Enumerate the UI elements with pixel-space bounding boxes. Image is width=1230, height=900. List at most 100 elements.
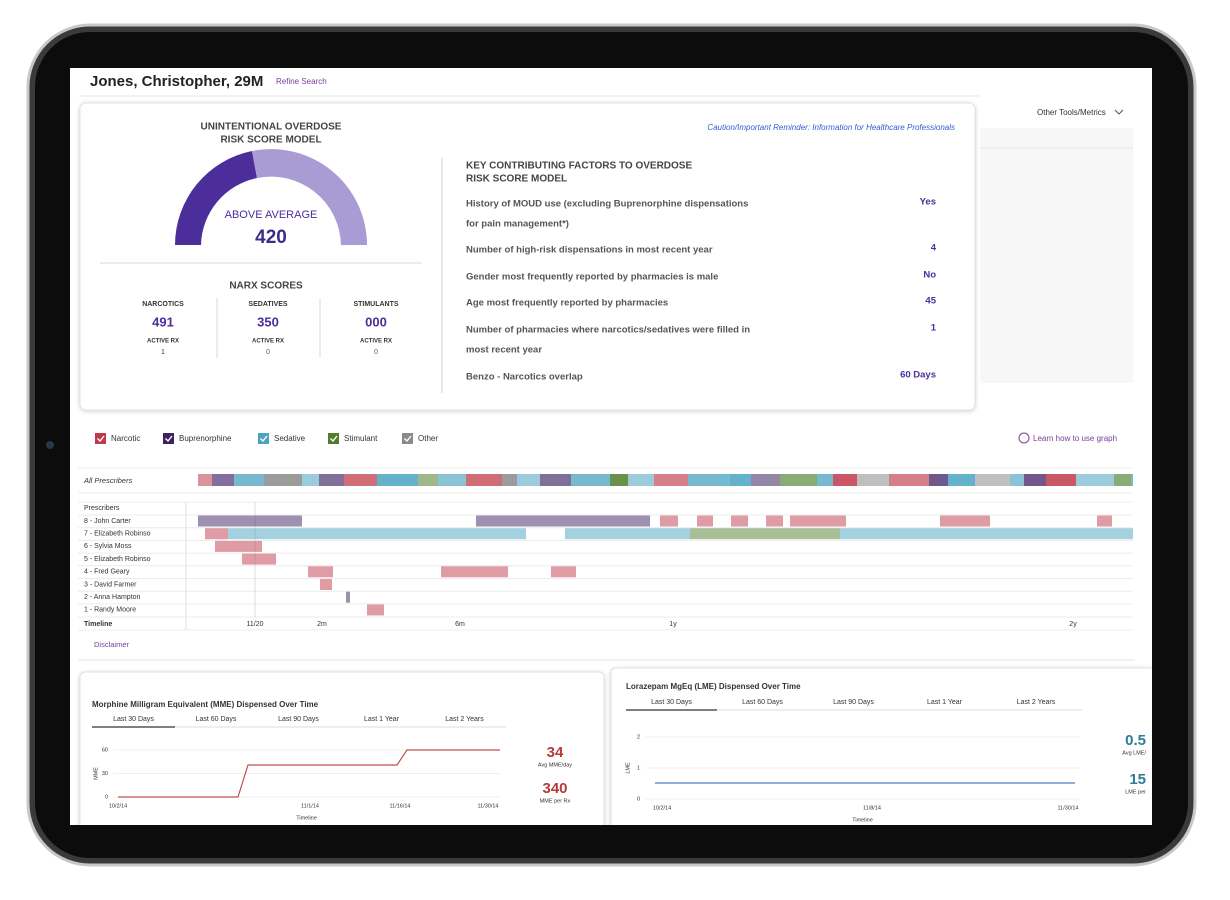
prescription-bar [320, 579, 332, 590]
legend-check [330, 435, 338, 443]
panel-tab[interactable]: Last 90 Days [278, 716, 319, 723]
factor-label: Number of high-risk dispensations in mos… [466, 245, 713, 256]
active-rx-value: 0 [374, 349, 378, 356]
risk-title: RISK SCORE MODEL [220, 135, 321, 146]
legend-checkbox[interactable] [258, 433, 269, 444]
panel-tab[interactable]: Last 1 Year [927, 699, 963, 706]
caution-link[interactable]: Caution/Important Reminder: Information … [707, 123, 955, 132]
prescriber-name: 3 - David Farmer [84, 581, 137, 588]
prescriber-name: 2 - Anna Hampton [84, 594, 141, 601]
legend-label: Narcotic [111, 434, 140, 443]
y-tick-label: 0 [105, 794, 108, 800]
panel-tab[interactable]: Last 60 Days [742, 699, 783, 706]
timeline-segment [929, 474, 948, 486]
legend-label: Stimulant [344, 434, 378, 443]
timeline-segment [1024, 474, 1046, 486]
narx-label: SEDATIVES [248, 301, 287, 308]
prescription-bar [198, 515, 302, 527]
prescription-bar [215, 540, 262, 552]
x-tick-label: 10/2/14 [653, 805, 671, 811]
timeline-segment [751, 474, 780, 486]
help-icon[interactable] [1018, 432, 1030, 444]
timeline-segment [344, 474, 377, 486]
x-axis-label: Timeline [296, 815, 317, 821]
prescriber-name: 8 - John Carter [84, 518, 131, 525]
timeline-tick: 11/20 [247, 621, 264, 628]
panel-tab[interactable]: Last 2 Years [1017, 699, 1056, 706]
stat-label: Avg MME/day [538, 762, 572, 768]
timeline-segment [438, 474, 466, 486]
narx-score: 350 [257, 314, 279, 329]
x-tick-label: 11/30/14 [1057, 805, 1078, 811]
prescription-bar [940, 515, 990, 527]
timeline-segment [466, 474, 502, 486]
legend-checkbox[interactable] [95, 433, 106, 444]
panel-tab[interactable]: Last 1 Year [364, 716, 400, 723]
legend-checkbox[interactable] [328, 433, 339, 444]
y-axis-label: LME [625, 762, 631, 774]
tools-menu[interactable]: Other Tools/Metrics [1037, 108, 1106, 117]
prescription-bar [441, 566, 508, 578]
legend-checkbox[interactable] [402, 433, 413, 444]
panel-tab[interactable]: Last 2 Years [445, 716, 484, 723]
menu-chevron [1114, 109, 1124, 115]
timeline-segment [264, 474, 302, 486]
timeline-segment [889, 474, 929, 486]
timeline-segment [418, 474, 438, 486]
legend-checkbox[interactable] [163, 433, 174, 444]
timeline-segment [688, 474, 730, 486]
factor-value: 45 [925, 296, 936, 307]
risk-score: 420 [255, 227, 287, 248]
y-tick-label: 2 [637, 734, 640, 740]
side-panel [980, 128, 1133, 383]
factor-label: Benzo - Narcotics overlap [466, 372, 583, 383]
x-tick-label: 11/16/14 [389, 803, 410, 809]
panel-tab[interactable]: Last 60 Days [196, 716, 237, 723]
legend-check [165, 435, 173, 443]
disclaimer-link[interactable]: Disclaimer [94, 640, 130, 649]
timeline-segment [817, 474, 833, 486]
help-link[interactable]: Learn how to use graph [1033, 434, 1117, 443]
timeline-segment [540, 474, 571, 486]
x-tick-label: 10/2/14 [109, 803, 127, 809]
risk-level: ABOVE AVERAGE [225, 209, 318, 221]
panel-tab[interactable]: Last 90 Days [833, 699, 874, 706]
lme-panel [610, 667, 1152, 825]
stat-label: Avg LME/ [1122, 750, 1146, 756]
factor-value: Yes [920, 197, 936, 208]
prescription-bar [1097, 515, 1112, 527]
timeline-segment [198, 474, 212, 486]
factors-title: RISK SCORE MODEL [466, 174, 567, 185]
active-rx-value: 1 [161, 349, 165, 356]
gauge-remaining [252, 149, 367, 245]
refine-search-link[interactable]: Refine Search [276, 77, 327, 86]
panel-tab[interactable]: Last 30 Days [113, 716, 154, 723]
prescription-bar [840, 528, 1133, 540]
factor-value: 1 [931, 323, 937, 334]
prescription-bar [242, 553, 276, 565]
factor-label: Age most frequently reported by pharmaci… [466, 298, 668, 309]
prescriber-name: 7 - Elizabeth Robinso [84, 531, 151, 538]
prescription-bar [308, 566, 333, 578]
prescription-bar [766, 515, 783, 527]
factor-label: for pain management*) [466, 219, 569, 230]
timeline-segment [1010, 474, 1024, 486]
stat-value: 34 [547, 744, 564, 761]
factors-title: KEY CONTRIBUTING FACTORS TO OVERDOSE [466, 161, 692, 172]
mme-panel [79, 671, 605, 825]
timeline-tick: 2y [1069, 621, 1077, 628]
x-tick-label: 11/30/14 [477, 803, 498, 809]
factor-label: most recent year [466, 345, 542, 356]
panel-tab[interactable]: Last 30 Days [651, 699, 692, 706]
timeline-segment [517, 474, 540, 486]
x-tick-label: 11/8/14 [863, 805, 881, 811]
timeline-segment [610, 474, 628, 486]
y-tick-label: 60 [102, 747, 108, 753]
prescription-bar [690, 528, 840, 540]
narx-title: NARX SCORES [229, 281, 303, 292]
timeline-label: Timeline [84, 621, 112, 628]
stat-value: 340 [542, 780, 567, 797]
timeline-segment [302, 474, 319, 486]
prescription-bar [205, 528, 228, 540]
